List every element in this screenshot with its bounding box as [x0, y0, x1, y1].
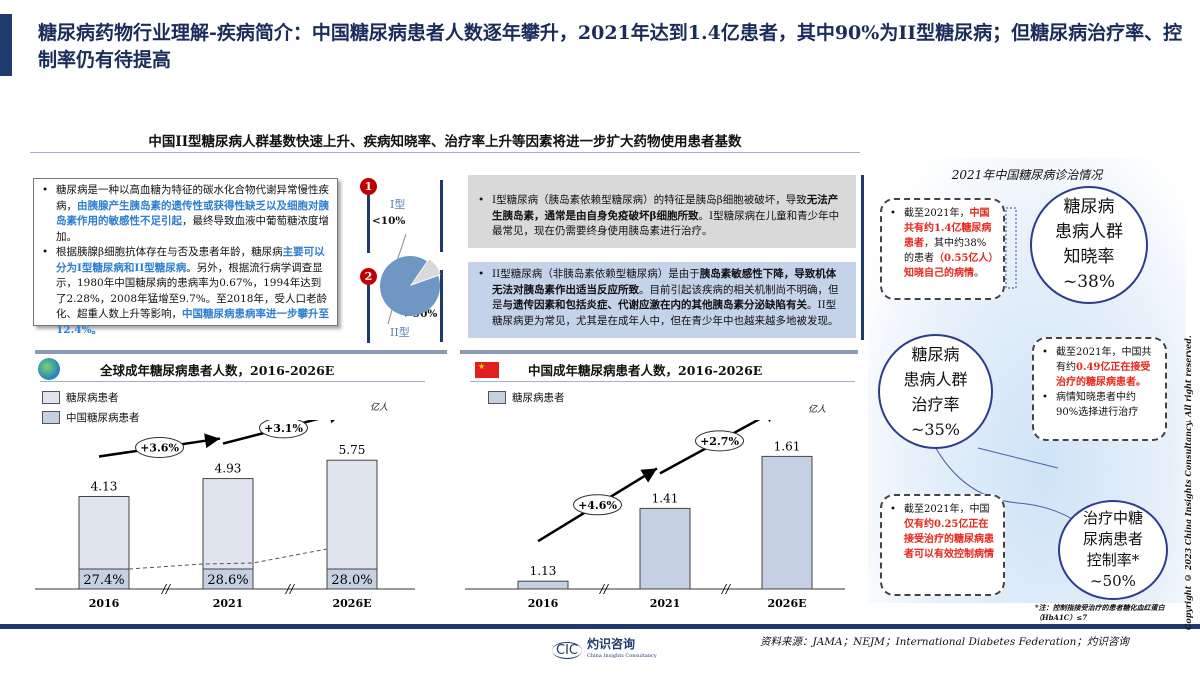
unit-label: 亿人 [808, 405, 827, 415]
global-bar-chart: 27.4% 4.13 2016 28.6% 4.93 2021 28.0% 5.75 2026E… [35, 420, 415, 610]
x-tick-label: 2026E [333, 597, 372, 610]
control-rate-circle: 治疗中糖 尿病患者 控制率* ~50% [1058, 500, 1168, 600]
china-bar-chart: 1.13 2016 1.41 2021 1.61 2026E // // +4.6% +2.7% [465, 420, 845, 610]
type-pie-chart [380, 233, 441, 325]
pie-label-type1: I型 [390, 198, 406, 211]
pie-share-type1: <10% [372, 215, 406, 227]
china-flag-icon: ★ [475, 362, 499, 378]
value-label: 5.75 [339, 443, 366, 457]
value-label: 1.61 [774, 439, 801, 453]
marker-2: 2 [360, 268, 377, 285]
cagr-label: +3.1% [264, 422, 303, 435]
divider [40, 381, 425, 382]
china-share-label: 28.0% [331, 573, 372, 588]
value-label: 1.13 [530, 564, 557, 578]
type1-bullet: I型糖尿病（胰岛素依赖型糖尿病）的特征是胰岛β细胞被破坏，导致无法产生胰岛素，通… [478, 193, 846, 240]
value-label: 4.13 [91, 479, 118, 493]
cagr-label: +2.7% [700, 435, 739, 448]
copyright: Copyright © 2023 China Insights Consulta… [1183, 335, 1193, 630]
x-tick-label: 2026E [768, 597, 807, 610]
footnote: *注：控制指接受治疗的患者糖化血红蛋白（HbA1C）≤7 [1035, 603, 1165, 622]
divider [367, 195, 370, 253]
cagr-label: +3.6% [140, 442, 179, 455]
intro-box: 糖尿病是一种以高血糖为特征的碳水化合物代谢异常慢性疾病，由胰腺产生胰岛素的遗传性… [33, 178, 338, 336]
control-note: 截至2021年，中国仅有约0.25亿正在接受治疗的糖尿病患者可以有效控制病情 [880, 494, 1005, 596]
x-tick-label: 2021 [213, 597, 244, 610]
divider [470, 381, 855, 382]
pie-label-type2: II型 [390, 326, 410, 339]
cagr-badge [259, 420, 308, 439]
intro-bullet-2: 根据胰腺β细胞抗体存在与否及患者年龄，糖尿病主要可以分为I型糖尿病和II型糖尿病… [42, 245, 329, 338]
china-chart-title: 中国成年糖尿病患者人数，2016-2026E [528, 363, 763, 378]
legend-item: 糖尿病患者 [42, 390, 119, 405]
china-share-label: 27.4% [83, 573, 124, 588]
type1-description-box: I型糖尿病（胰岛素依赖型糖尿病）的特征是胰岛β细胞被破坏，导致无法产生胰岛素，通… [468, 175, 856, 248]
treatment-rate-circle: 糖尿病 患病人群 治疗率 ~35% [878, 334, 993, 449]
china-share-segment [78, 568, 130, 590]
bar-2026E [761, 455, 813, 590]
axis-break-icon: // [599, 582, 610, 596]
intro-bullet-1: 糖尿病是一种以高血糖为特征的碳水化合物代谢异常慢性疾病，由胰腺产生胰岛素的遗传性… [42, 183, 329, 245]
cagr-badge [573, 494, 622, 516]
panel-title: 2021年中国糖尿病诊治情况 [951, 168, 1103, 182]
bar-2026E [326, 459, 378, 590]
divider [440, 180, 443, 252]
axis-break-icon: // [161, 582, 172, 596]
global-chart-title: 全球成年糖尿病患者人数，2016-2026E [100, 363, 335, 378]
section-title: 中国II型糖尿病人群基数快速上升、疾病知晓率、治疗率上升等因素将进一步扩大药物使… [148, 134, 742, 150]
awareness-rate-circle: 糖尿病 患病人群 知晓率 ~38% [1030, 186, 1148, 304]
awareness-note: 截至2021年，中国共有约1.4亿糖尿病患者，其中约38%的患者（0.55亿人）… [880, 198, 1005, 300]
treatment-note: 截至2021年，中国共有约0.49亿正在接受治疗的糖尿病患者。病情知晓患者中约9… [1032, 337, 1167, 441]
x-tick-label: 2016 [89, 597, 120, 610]
value-label: 1.41 [652, 491, 679, 505]
china-share-segment [202, 568, 254, 590]
divider [861, 175, 864, 340]
source-note: 资料来源：JAMA；NEJM；International Diabetes Fe… [760, 636, 1129, 648]
x-tick-label: 2016 [528, 597, 559, 610]
china-share-label: 28.6% [207, 573, 248, 588]
pie-slice-type2 [380, 256, 440, 316]
cagr-label: +4.6% [578, 499, 617, 512]
axis-break-icon: // [721, 582, 732, 596]
cic-logo: CIC 灼识咨询 China Insights Consultancy [552, 638, 657, 662]
divider [440, 270, 443, 342]
globe-icon [38, 358, 60, 380]
page-title: 糖尿病药物行业理解-疾病简介：中国糖尿病患者人数逐年攀升，2021年达到1.4亿… [38, 22, 1183, 71]
title-accent-bar [0, 14, 12, 76]
footer-bar [0, 624, 1200, 629]
unit-label: 亿人 [370, 403, 389, 413]
divider [367, 285, 370, 343]
legend-item: 糖尿病患者 [488, 390, 565, 405]
marker-1: 1 [360, 178, 377, 195]
legend-item: 中国糖尿病患者 [42, 410, 140, 425]
axis-break-icon: // [285, 582, 296, 596]
value-label: 4.93 [215, 462, 242, 476]
x-tick-label: 2021 [650, 597, 681, 610]
type2-description-box: II型糖尿病（非胰岛素依赖型糖尿病）是由于胰岛素敏感性下降，导致机体无法对胰岛素… [468, 262, 856, 338]
bar-2021 [639, 507, 691, 590]
cagr-badge [695, 430, 744, 452]
type2-bullet: II型糖尿病（非胰岛素依赖型糖尿病）是由于胰岛素敏感性下降，导致机体无法对胰岛素… [478, 267, 846, 329]
cagr-badge [135, 437, 184, 459]
chart-header-bar [35, 350, 447, 354]
divider [30, 152, 860, 153]
pie-slice-type1 [412, 259, 441, 285]
bar-2016 [517, 580, 569, 590]
trend-dashed-line [128, 548, 328, 570]
chart-header-bar [460, 350, 858, 354]
china-share-segment [326, 568, 378, 590]
